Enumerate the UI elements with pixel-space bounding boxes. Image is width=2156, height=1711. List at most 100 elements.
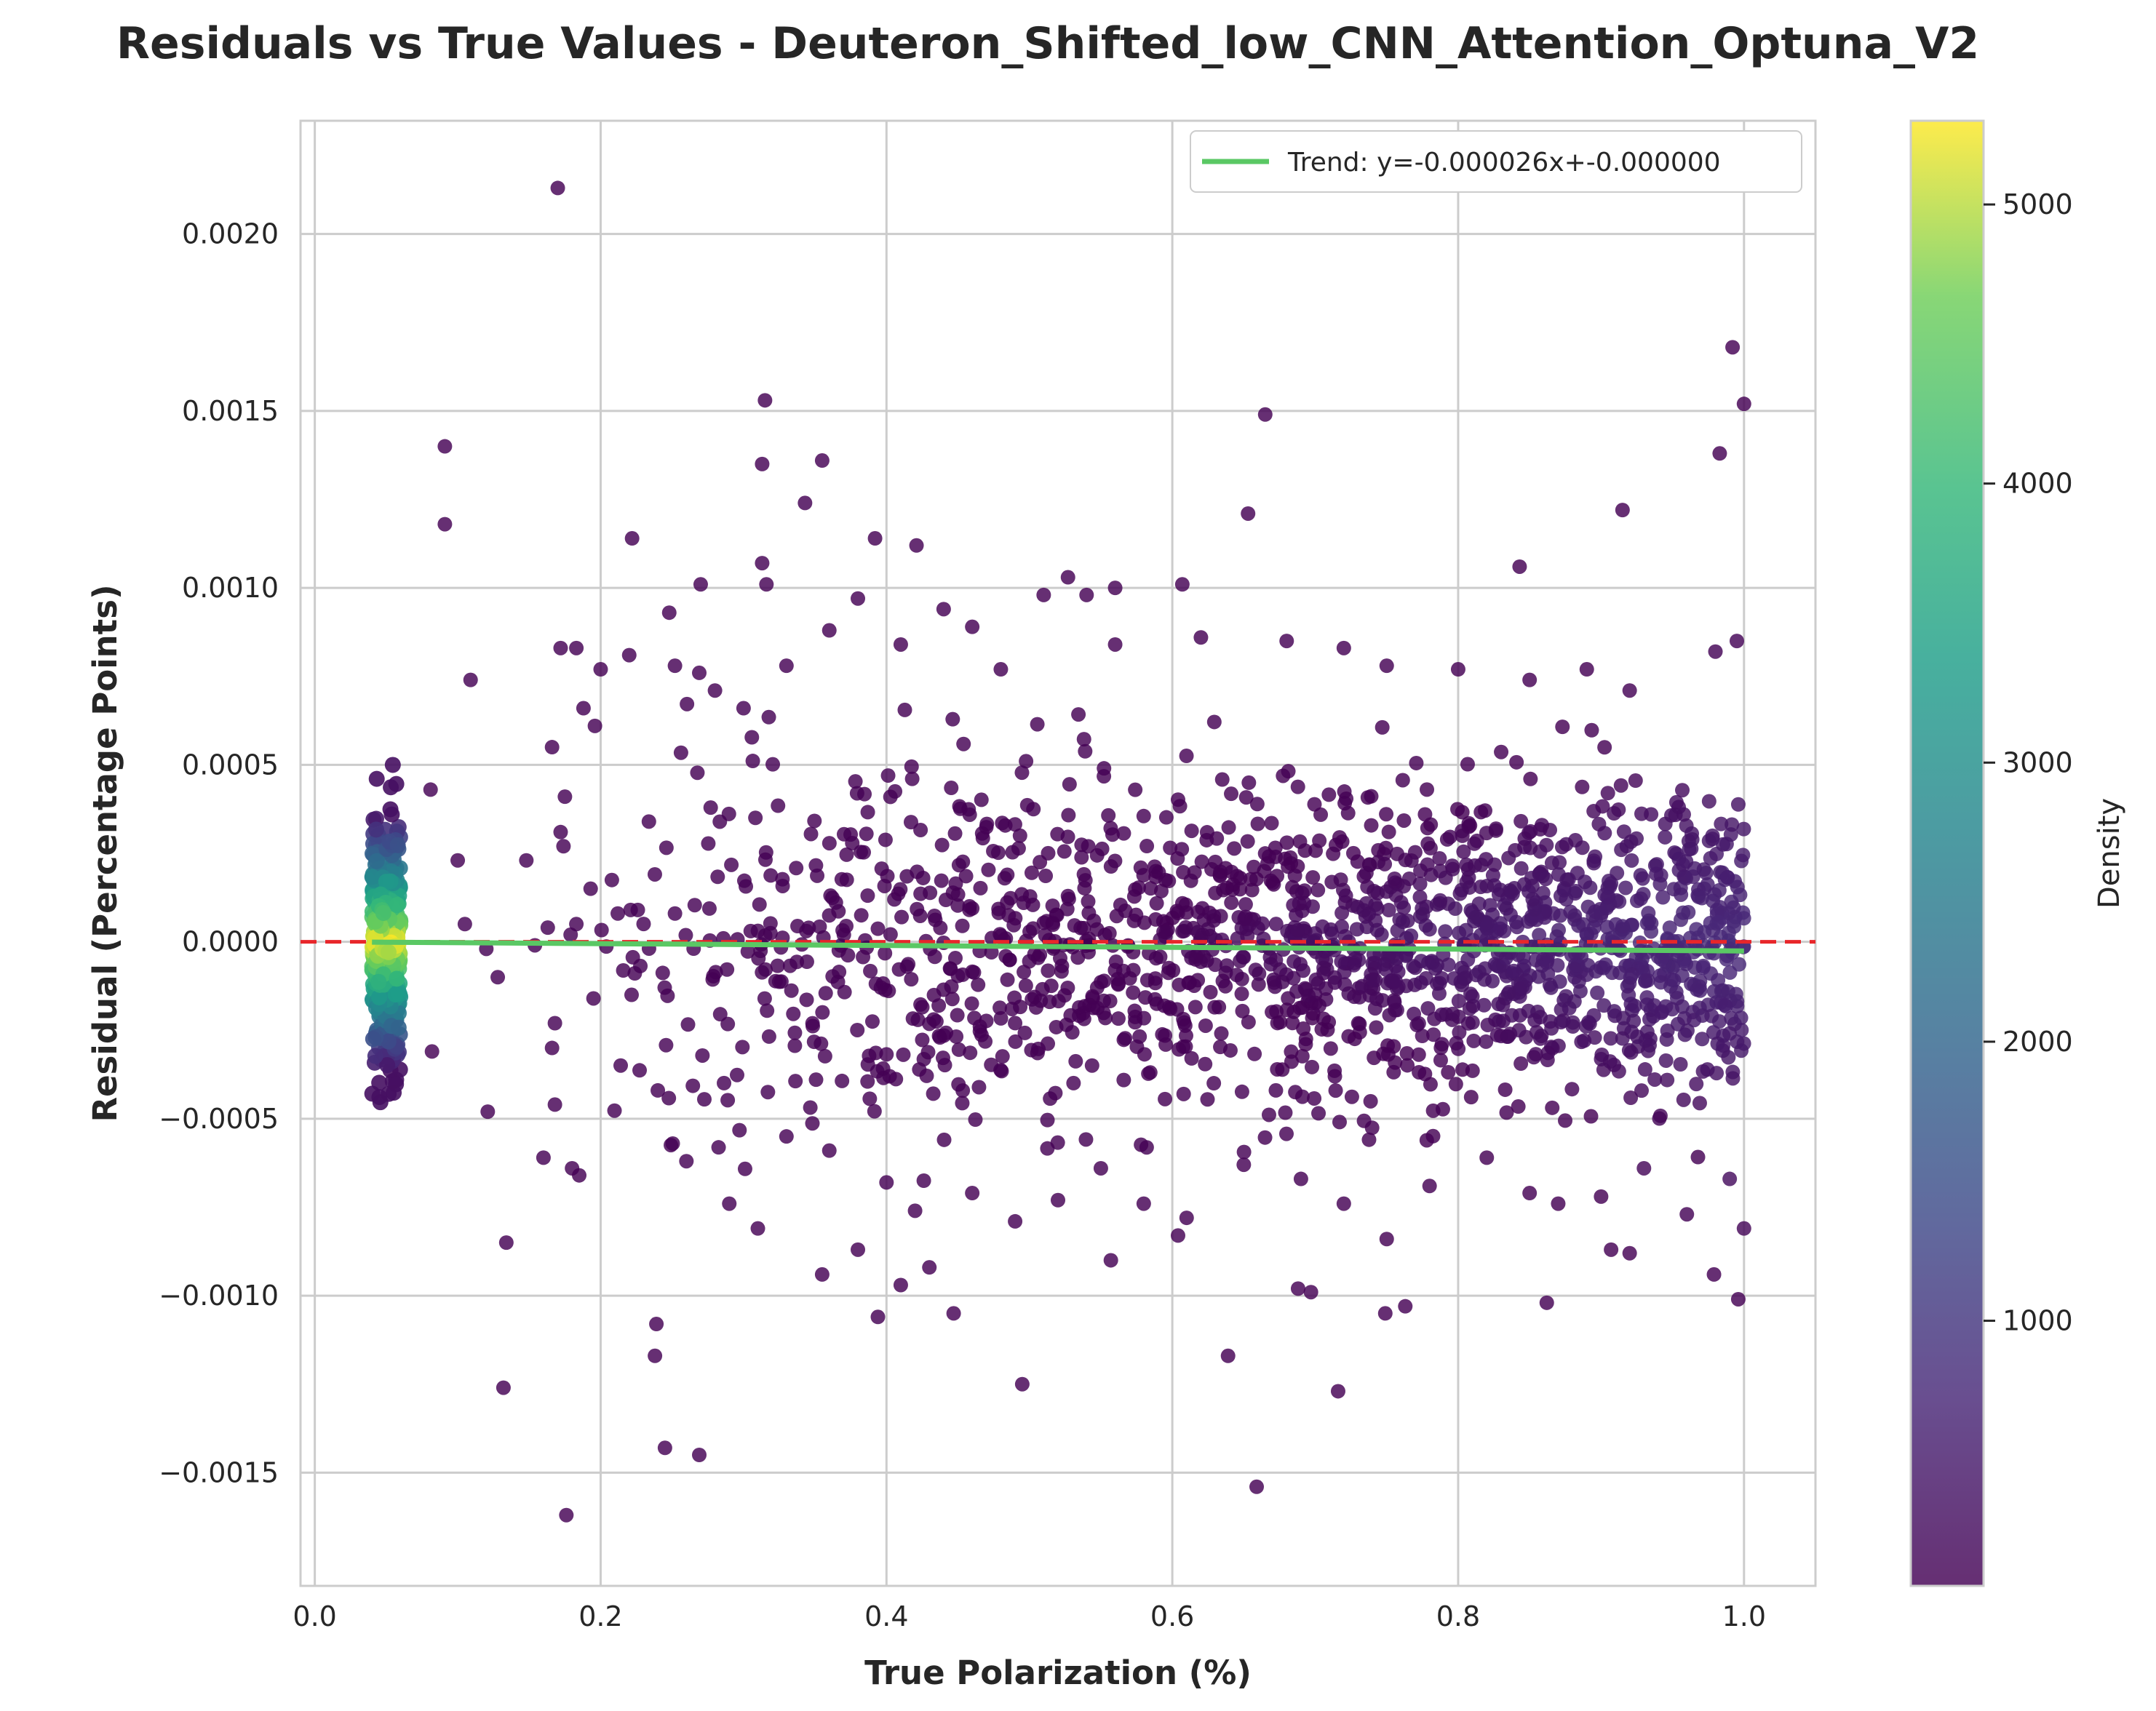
scatter-point (707, 683, 723, 698)
scatter-point (1345, 845, 1361, 861)
scatter-point (1629, 831, 1644, 846)
scatter-point (1668, 794, 1684, 810)
scatter-point (1107, 853, 1123, 869)
scatter-point (806, 1034, 822, 1050)
scatter-point (1529, 912, 1544, 928)
scatter-point (371, 1089, 388, 1106)
scatter-point (701, 901, 717, 916)
scatter-point (1622, 683, 1637, 698)
scatter-point (1725, 1064, 1741, 1080)
scatter-point (909, 538, 924, 553)
scatter-point (1149, 996, 1164, 1011)
scatter-point (1016, 895, 1031, 910)
y-tick-label: 0.0020 (182, 218, 279, 250)
scatter-point (1030, 717, 1045, 732)
scatter-point (748, 810, 763, 826)
scatter-point (1311, 998, 1326, 1013)
scatter-point (1406, 959, 1421, 974)
scatter-point (1038, 869, 1054, 884)
scatter-point (922, 1260, 937, 1275)
scatter-point (752, 897, 767, 912)
scatter-point (1369, 1020, 1384, 1035)
scatter-point (1653, 975, 1668, 990)
scatter-point (1134, 1137, 1149, 1152)
colorbar-tick-label: 4000 (2002, 468, 2073, 500)
scatter-point (1409, 1018, 1425, 1033)
scatter-point (1432, 851, 1447, 866)
scatter-point (647, 866, 662, 882)
scatter-point (1103, 1253, 1118, 1268)
scatter-point (835, 1073, 850, 1088)
scatter-point (1685, 869, 1700, 885)
scatter-point (1018, 978, 1033, 993)
y-tick-label: 0.0005 (182, 749, 279, 781)
scatter-point (910, 1012, 926, 1027)
scatter-point (1296, 1021, 1311, 1036)
scatter-point (1706, 1267, 1722, 1282)
scatter-point (1662, 920, 1677, 936)
scatter-point (1328, 837, 1343, 853)
scatter-point (1085, 989, 1100, 1004)
y-tick-label: −0.0005 (159, 1103, 279, 1135)
scatter-point (450, 853, 466, 868)
scatter-point (1473, 880, 1489, 895)
scatter-point (1048, 1085, 1063, 1101)
scatter-point (368, 770, 385, 787)
scatter-point (382, 873, 399, 890)
scatter-point (1400, 1058, 1415, 1073)
scatter-point (1388, 888, 1404, 903)
scatter-point (1235, 1003, 1250, 1018)
scatter-point (1257, 1130, 1273, 1145)
scatter-point (1061, 891, 1076, 906)
scatter-point (1730, 797, 1746, 812)
scatter-point (883, 789, 898, 805)
scatter-point (1281, 764, 1296, 779)
scatter-point (868, 976, 883, 992)
scatter-point (1551, 1196, 1566, 1211)
scatter-point (1330, 1384, 1345, 1399)
scatter-point (1425, 1128, 1441, 1144)
scatter-point (1206, 714, 1222, 730)
scatter-point (894, 909, 910, 925)
scatter-point (389, 970, 405, 987)
scatter-point (1066, 1075, 1081, 1090)
scatter-point (1179, 749, 1194, 764)
scatter-point (1188, 1000, 1203, 1015)
scatter-point (389, 897, 405, 914)
scatter-point (1109, 909, 1124, 924)
scatter-point (787, 1025, 803, 1040)
scatter-point (1312, 833, 1327, 848)
scatter-point (1551, 922, 1567, 938)
scatter-point (757, 991, 772, 1006)
x-axis: 0.0 0.2 0.4 0.6 0.8 1.0 (293, 1600, 1766, 1632)
scatter-point (891, 962, 907, 977)
scatter-point (660, 988, 675, 1003)
scatter-point (1356, 1113, 1372, 1128)
scatter-point (797, 495, 813, 511)
scatter-point (1230, 869, 1245, 884)
scatter-point (1170, 792, 1185, 807)
scatter-point (661, 1090, 677, 1106)
scatter-point (1177, 923, 1192, 938)
scatter-point (1369, 991, 1384, 1006)
scatter-point (1676, 857, 1691, 872)
scatter-point (1492, 921, 1508, 936)
scatter-point (1043, 978, 1059, 994)
scatter-point (993, 927, 1008, 942)
scatter-point (627, 966, 643, 981)
colorbar-ticks: 1000 2000 3000 4000 5000 (1984, 188, 2073, 1337)
scatter-point (828, 895, 843, 910)
scatter-point (1684, 841, 1699, 856)
scatter-point (1126, 985, 1141, 1000)
scatter-point (1097, 973, 1112, 989)
scatter-point (1722, 1171, 1738, 1186)
scatter-point (1305, 1010, 1320, 1026)
scatter-point (1544, 856, 1559, 871)
scatter-point (1477, 961, 1492, 976)
scatter-point (815, 1005, 830, 1020)
scatter-point (1128, 882, 1143, 897)
scatter-point (993, 1010, 1009, 1026)
scatter-point (822, 623, 837, 638)
scatter-point (1234, 1084, 1249, 1099)
